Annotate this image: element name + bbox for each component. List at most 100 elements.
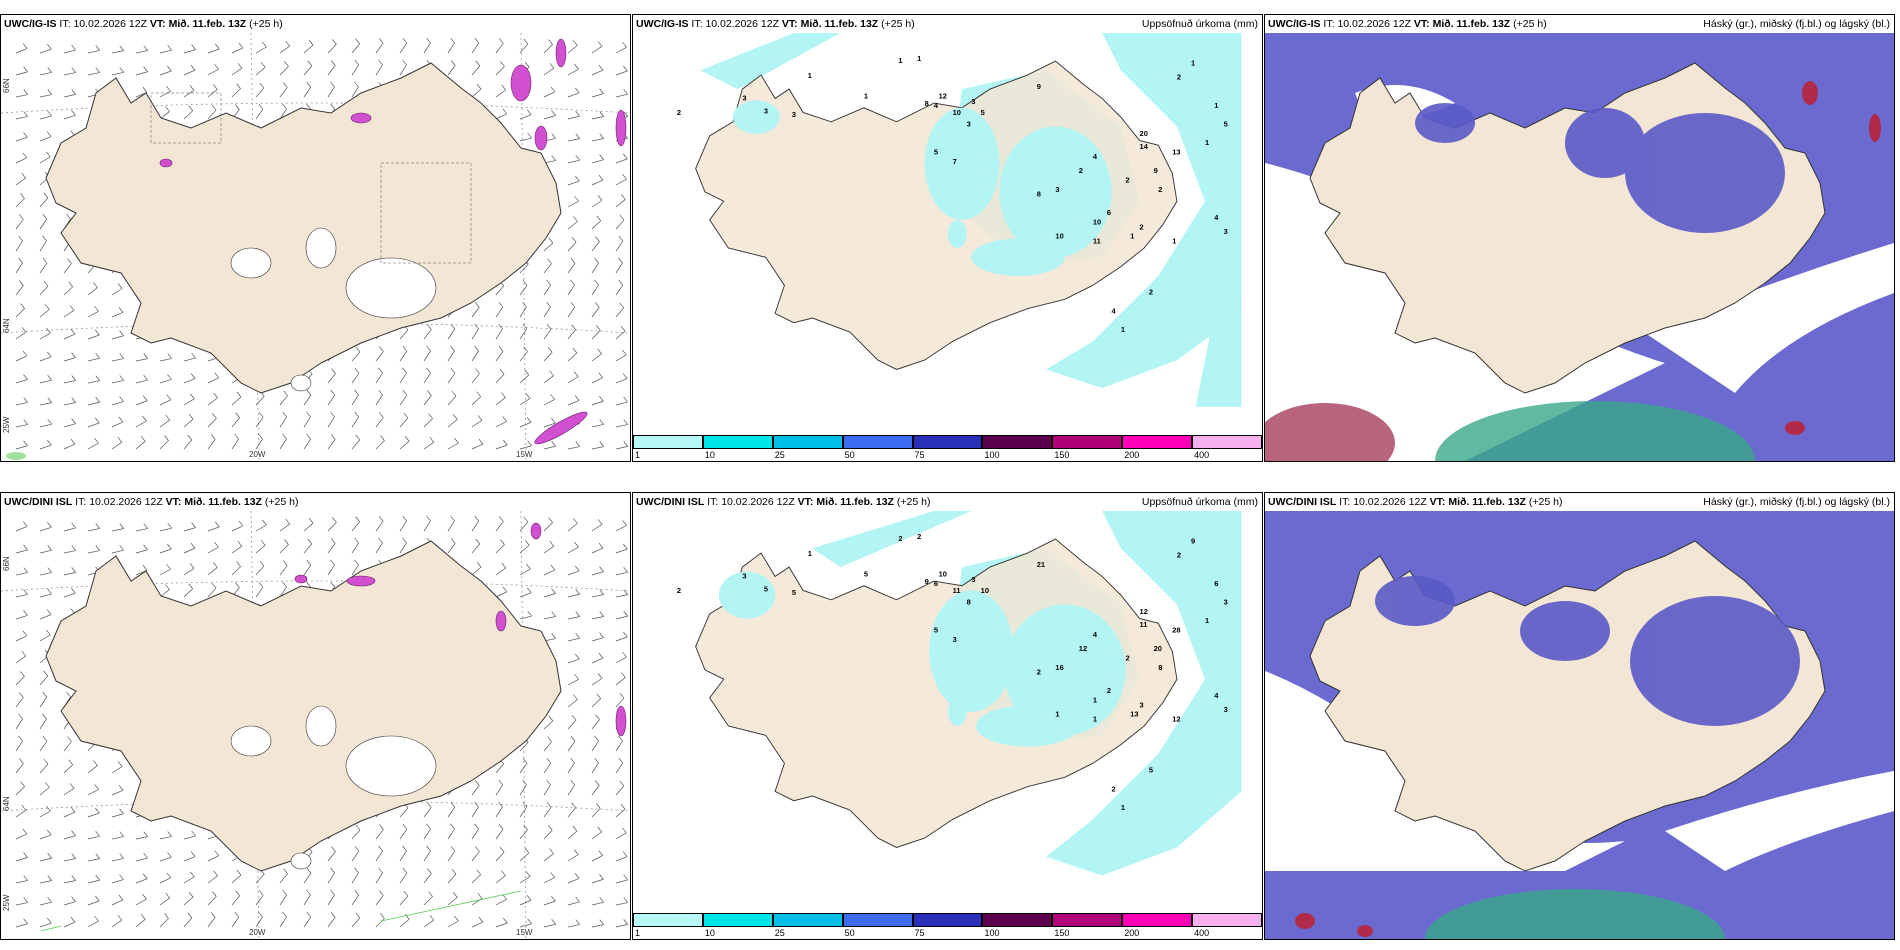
wind-barb-flag (402, 389, 408, 396)
wind-barb (399, 520, 407, 532)
wind-barb (543, 923, 556, 928)
wind-barb (471, 566, 482, 576)
precip-value-label: 1 (1214, 101, 1218, 110)
wind-barb-flag (378, 38, 384, 44)
wind-barb-flag (23, 610, 28, 616)
wind-barb-flag (164, 913, 169, 919)
wind-barb-flag (571, 324, 576, 330)
wind-barb-flag (47, 397, 53, 403)
wind-barb-flag (522, 758, 528, 764)
wind-barb (111, 813, 124, 818)
wind-barb-flag (95, 523, 100, 529)
wind-barb-flag (71, 522, 76, 529)
wind-barb-flag (549, 370, 554, 376)
wind-barb-flag (235, 582, 240, 588)
wind-barb (183, 69, 196, 76)
colorbar-tick: 25 (774, 450, 785, 460)
wind-barb (135, 836, 148, 840)
wind-barb-flag (454, 915, 459, 922)
wind-barb-flag (427, 324, 432, 330)
precip-value-label: 10 (953, 108, 961, 117)
wind-barb (279, 916, 287, 928)
wind-barb (111, 899, 124, 906)
wind-barb-flag (167, 522, 172, 529)
wind-barb (615, 70, 628, 76)
wind-barb-flag (71, 830, 76, 836)
wind-barb-flag (575, 175, 580, 182)
wind-barb-flag (574, 873, 580, 879)
wind-barb-flag (23, 567, 29, 573)
wind-barb-flag (214, 63, 219, 70)
wind-barb-flag (522, 801, 527, 808)
wind-barb-flag (42, 235, 47, 242)
wind-barb-flag (47, 67, 52, 73)
wind-barb-flag (214, 850, 220, 856)
wind-barb (351, 917, 361, 928)
wind-barb-flag (330, 538, 336, 544)
wind-barb-flag (596, 325, 601, 331)
wind-barb-flag (429, 914, 435, 921)
wind-barb (399, 828, 408, 840)
wind-barb (63, 380, 76, 384)
precip-value-label: 4 (1112, 306, 1117, 315)
wind-barb (39, 136, 52, 142)
wind-barb-flag (621, 672, 626, 678)
wind-barb-flag (23, 397, 28, 403)
wind-barb (447, 350, 455, 362)
colorbar-tick: 75 (914, 928, 925, 938)
wind-barb-flag (18, 735, 23, 742)
wind-barb-flag (259, 82, 265, 89)
wind-barb (495, 43, 504, 54)
wind-barb-flag (575, 441, 581, 447)
wind-barb (63, 263, 72, 274)
wind-barb-flag (306, 411, 311, 418)
wind-barb (591, 377, 603, 384)
wind-barb-flag (282, 103, 287, 110)
wind-barb (39, 309, 50, 318)
wind-barb-flag (575, 653, 580, 660)
wind-barb (591, 594, 604, 598)
wind-barb (471, 851, 480, 862)
wind-barb-flag (19, 758, 24, 764)
wind-barb-flag (527, 610, 532, 617)
precip-value-label: 4 (1093, 152, 1098, 161)
precip-value-label: 1 (1205, 138, 1209, 147)
wind-barb-flag (22, 630, 28, 637)
wind-barb (615, 571, 628, 576)
wind-barb (519, 374, 530, 384)
wind-barb (375, 829, 384, 840)
iceland-landmass (45, 540, 562, 872)
wind-barb (183, 439, 193, 450)
wind-barb (351, 872, 359, 884)
precip-value-label: 3 (742, 93, 746, 102)
colorbar-tick: 100 (984, 928, 1000, 938)
wind-barb-flag (574, 674, 579, 680)
wind-barb (255, 417, 264, 428)
wind-barb-flag (570, 279, 575, 286)
wind-barb (543, 263, 552, 274)
wind-barb-flag (282, 82, 288, 88)
wind-barb-flag (477, 415, 483, 421)
wind-barb-flag (212, 891, 217, 897)
colorbar-swatch (702, 913, 773, 927)
wind-barb-flag (402, 59, 407, 66)
wind-barb (375, 521, 384, 532)
precip-value-label: 3 (1224, 227, 1228, 236)
wind-barb-flag (623, 566, 628, 573)
wind-barb-flag (623, 441, 628, 447)
wind-barb (15, 94, 28, 98)
wind-barb (39, 285, 49, 296)
wind-barb-flag (142, 395, 148, 401)
map-panel-cloud-ig-is: UWC/IG-IS IT: 10.02.2026 12Z VT: Mið. 11… (1264, 14, 1895, 462)
wind-barb-flag (70, 328, 76, 335)
wind-barb (255, 46, 267, 54)
wind-barb (111, 836, 124, 840)
wind-barb (375, 850, 383, 862)
wind-barb-flag (45, 782, 50, 788)
wind-barb (399, 807, 409, 818)
lat-label-top: 66N (2, 556, 11, 571)
wind-barb-flag (284, 61, 289, 67)
wind-barb (15, 198, 25, 208)
wind-barb-flag (573, 694, 578, 700)
wind-barb (591, 116, 604, 120)
